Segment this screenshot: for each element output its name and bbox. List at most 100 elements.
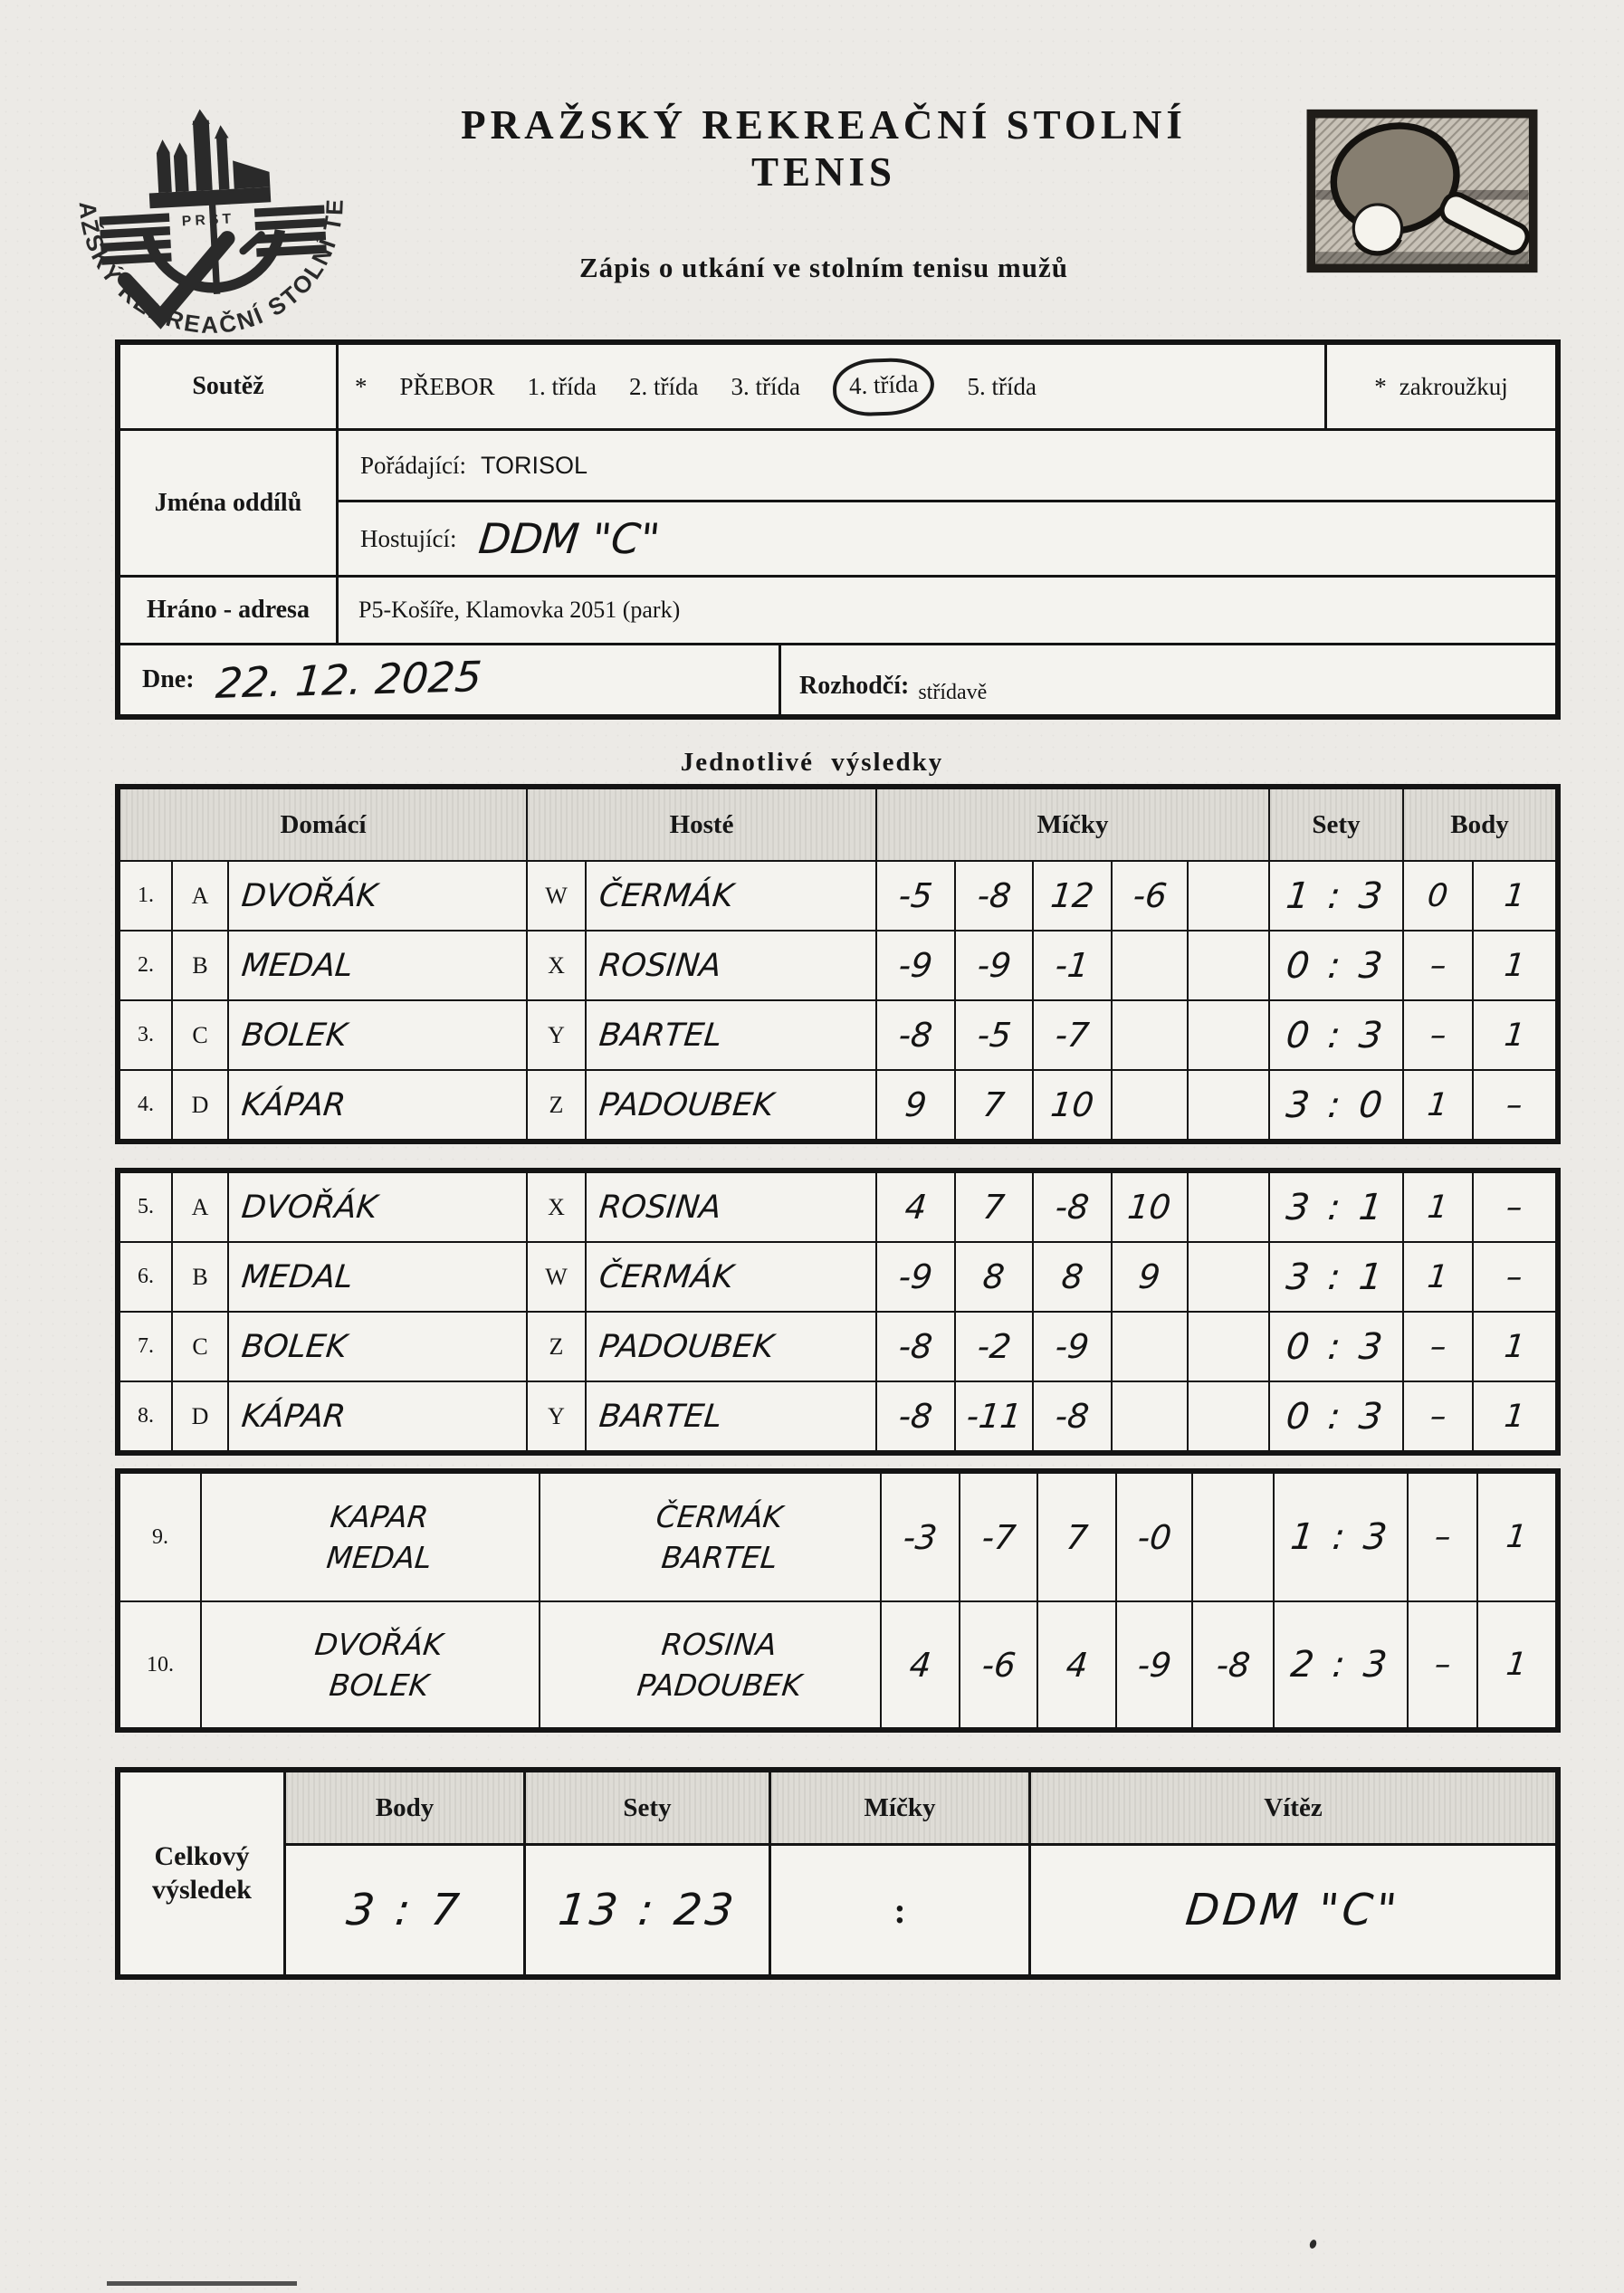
organizer-label: Pořádající:	[360, 451, 466, 479]
home-player: MEDAL	[239, 1258, 355, 1295]
home-player: BOLEK	[239, 1017, 349, 1054]
class-2: 2. třída	[629, 372, 699, 400]
points-guest: 1	[1502, 877, 1527, 914]
results-table-2: 5. A DVOŘÁK X ROSINA 4 7 -8 10 3 : 1 1 –…	[115, 1168, 1561, 1456]
home-letter: D	[173, 1071, 227, 1139]
guest-letter: X	[528, 932, 585, 999]
home-letter: B	[173, 1243, 227, 1311]
guest-player: ROSINA	[597, 1189, 723, 1226]
ball-set-4: -0	[1135, 1517, 1173, 1557]
sets-score: 3 : 0	[1284, 1084, 1389, 1126]
home-player: KÁPAR	[239, 1086, 348, 1123]
ball-set-3: 10	[1048, 1085, 1096, 1124]
guest-letter: Y	[528, 1001, 585, 1069]
referee-label: Rozhodčí:	[799, 672, 910, 700]
date-value-handwritten: 22. 12. 2025	[214, 652, 483, 708]
venue-label: Hráno - adresa	[120, 578, 336, 643]
sets-score: 0 : 3	[1284, 944, 1389, 987]
scan-edge-artifact	[107, 2281, 297, 2286]
home-team-row: Pořádající: TORISOL	[339, 431, 1555, 500]
total-result-label: Celkový výsledek	[120, 1772, 283, 1974]
ball-set-3: 8	[1059, 1257, 1085, 1296]
summary-table: Celkový výsledek Body Sety Míčky Vítěz 3…	[115, 1767, 1561, 1980]
summary-header-points: Body	[286, 1772, 523, 1843]
points-home: –	[1428, 1017, 1448, 1054]
row-number: 1.	[120, 862, 171, 930]
ball-set-2: 7	[980, 1188, 1008, 1227]
points-home: –	[1428, 947, 1448, 984]
points-home: 1	[1426, 1086, 1450, 1123]
guest-player: ČERMÁK	[597, 877, 736, 914]
guest-letter: X	[528, 1173, 585, 1241]
ball-set-1: -9	[896, 1257, 935, 1296]
home-player-1: KAPAR	[328, 1499, 431, 1534]
header-sets: Sety	[1270, 789, 1402, 860]
sets-score: 0 : 3	[1284, 1014, 1389, 1056]
ball-set-1: 4	[907, 1645, 933, 1685]
home-player: DVOŘÁK	[239, 1189, 379, 1226]
ball-set-2: 8	[980, 1257, 1008, 1296]
class-5: 5. třída	[967, 372, 1036, 400]
stamp-icon: PRAŽSKÝ REKREAČNÍ STOLNÍ TENIS	[38, 52, 356, 348]
header-points: Body	[1404, 789, 1555, 860]
points-home: 1	[1426, 1258, 1450, 1295]
points-home: 1	[1426, 1189, 1450, 1226]
guest-label: Hostující:	[360, 524, 457, 552]
ball-set-2: -2	[975, 1327, 1013, 1366]
asterisk: *	[1374, 372, 1387, 400]
guest-pair: ROSINA PADOUBEK	[540, 1602, 880, 1727]
home-player: BOLEK	[239, 1328, 349, 1365]
summary-header-balls: Míčky	[771, 1772, 1028, 1843]
points-guest: 1	[1505, 1647, 1529, 1683]
ball-set-2: -6	[979, 1645, 1017, 1685]
ball-set-3: 4	[1064, 1645, 1090, 1685]
home-player-2: MEDAL	[325, 1540, 434, 1575]
sets-score: 0 : 3	[1284, 1325, 1389, 1368]
venue-address: P5-Košíře, Klamovka 2051 (park)	[339, 578, 1555, 643]
total-points-value: 3 : 7	[344, 1885, 465, 1935]
guest-player: ROSINA	[597, 947, 723, 984]
sets-score: 1 : 3	[1284, 874, 1389, 917]
ball-set-2: -9	[975, 946, 1013, 985]
guest-letter: W	[528, 1243, 585, 1311]
sets-score: 2 : 3	[1288, 1644, 1393, 1686]
header-balls: Míčky	[877, 789, 1268, 860]
points-guest: 1	[1502, 947, 1527, 984]
home-player-1: DVOŘÁK	[313, 1627, 445, 1662]
home-pair: KAPAR MEDAL	[202, 1474, 539, 1600]
points-home: –	[1428, 1398, 1448, 1435]
circle-instruction: * zakroužkuj	[1327, 345, 1555, 428]
date-row: Dne: 22. 12. 2025	[120, 645, 779, 714]
home-letter: C	[173, 1313, 227, 1381]
class-prebor: PŘEBOR	[399, 372, 495, 400]
summary-header-sets: Sety	[526, 1772, 769, 1843]
ball-set-2: 7	[980, 1085, 1008, 1124]
ball-set-3: -7	[1053, 1016, 1092, 1055]
guest-player-2: BARTEL	[659, 1540, 779, 1575]
competition-label: Soutěž	[120, 345, 336, 428]
guest-player-1: ROSINA	[660, 1627, 779, 1662]
ball-set-3: -8	[1053, 1188, 1092, 1227]
row-number: 9.	[120, 1474, 200, 1600]
paddle-ball-icon	[1306, 109, 1538, 273]
home-letter: C	[173, 1001, 227, 1069]
row-number: 5.	[120, 1173, 171, 1241]
row-number: 8.	[120, 1382, 171, 1450]
sets-score: 3 : 1	[1284, 1256, 1389, 1298]
ball-set-1: -8	[896, 1327, 935, 1366]
row-number: 4.	[120, 1071, 171, 1139]
row-number: 2.	[120, 932, 171, 999]
header-home: Domácí	[120, 789, 526, 860]
ball-set-2: -11	[964, 1397, 1024, 1436]
sets-score: 1 : 3	[1288, 1516, 1393, 1558]
ball-set-1: -5	[896, 876, 935, 915]
small-tick-icon	[239, 231, 265, 255]
ball-set-4: 10	[1126, 1188, 1173, 1227]
ball-set-2: -7	[979, 1517, 1017, 1557]
ball-set-1: -3	[901, 1517, 940, 1557]
total-label-line2: výsledek	[151, 1874, 252, 1905]
ball-set-3: -8	[1053, 1397, 1092, 1436]
ball-set-2: -8	[975, 876, 1013, 915]
guest-player: PADOUBEK	[597, 1328, 776, 1365]
total-balls-value: :	[893, 1889, 906, 1931]
